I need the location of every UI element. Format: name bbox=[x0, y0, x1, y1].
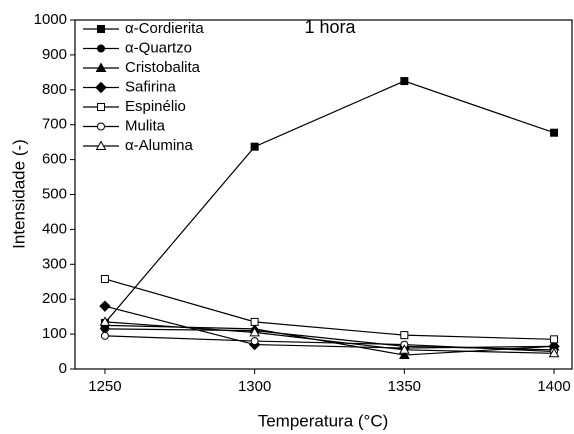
data-point bbox=[99, 300, 111, 312]
y-tick-label: 900 bbox=[42, 46, 67, 63]
series-line bbox=[104, 321, 555, 354]
data-point bbox=[400, 331, 409, 340]
y-tick-label: 600 bbox=[42, 151, 67, 168]
data-point bbox=[100, 331, 109, 340]
annotation: 1 hora bbox=[304, 17, 356, 37]
data-point bbox=[250, 142, 259, 151]
y-tick-label: 700 bbox=[42, 116, 67, 133]
y-tick-label: 200 bbox=[42, 290, 67, 307]
data-point bbox=[398, 349, 410, 360]
y-tick-label: 300 bbox=[42, 255, 67, 272]
y-tick-label: 1000 bbox=[34, 11, 67, 28]
data-point bbox=[99, 316, 111, 326]
x-axis-title: Temperatura (°C) bbox=[258, 411, 389, 430]
y-tick-label: 800 bbox=[42, 81, 67, 98]
legend-marker bbox=[95, 62, 107, 72]
x-tick-label: 1300 bbox=[238, 378, 271, 395]
x-tick-label: 1250 bbox=[88, 378, 121, 395]
x-tick-label: 1350 bbox=[388, 378, 421, 395]
legend-label: Mulita bbox=[125, 117, 166, 134]
x-tick-label: 1400 bbox=[537, 378, 570, 395]
legend-marker bbox=[95, 81, 107, 94]
legend-label: α-Alumina bbox=[125, 137, 194, 154]
data-point bbox=[250, 337, 259, 346]
legend-label: α-Cordierita bbox=[125, 20, 204, 37]
series-line bbox=[104, 278, 555, 340]
y-tick-label: 100 bbox=[42, 325, 67, 342]
data-point bbox=[398, 344, 410, 354]
series-line bbox=[104, 335, 555, 353]
legend-marker bbox=[97, 103, 105, 111]
legend-label: Cristobalita bbox=[125, 59, 201, 76]
data-point bbox=[550, 128, 559, 137]
legend-label: Espinélio bbox=[125, 98, 186, 115]
legend-marker bbox=[97, 122, 105, 131]
y-axis-title: Intensidade (-) bbox=[9, 139, 28, 249]
data-point bbox=[548, 347, 560, 358]
legend-label: Safirina bbox=[125, 78, 177, 95]
series-line bbox=[104, 305, 555, 349]
data-point bbox=[250, 317, 259, 326]
data-point bbox=[249, 326, 260, 337]
legend-marker bbox=[97, 25, 105, 33]
y-tick-label: 500 bbox=[42, 185, 67, 202]
y-tick-label: 0 bbox=[59, 360, 67, 377]
y-tick-label: 400 bbox=[42, 220, 67, 237]
legend-marker bbox=[97, 44, 105, 53]
legend-marker bbox=[95, 140, 107, 150]
legend-label: α-Quartzo bbox=[125, 39, 192, 56]
data-point bbox=[400, 77, 409, 86]
series-line bbox=[104, 80, 555, 324]
data-point bbox=[550, 335, 559, 344]
data-point bbox=[100, 274, 109, 283]
